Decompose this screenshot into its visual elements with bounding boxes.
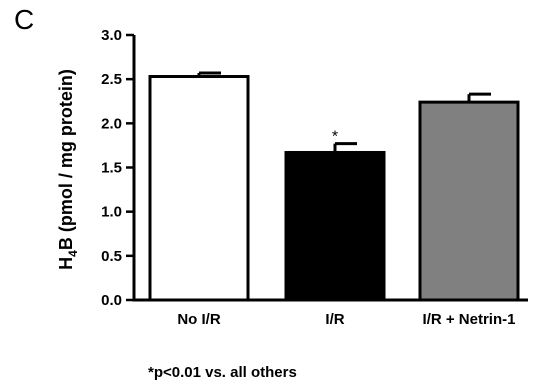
x-category-label: I/R + Netrin-1	[423, 311, 516, 328]
panel-letter: C	[14, 4, 35, 35]
bar	[418, 100, 520, 302]
bar	[148, 75, 250, 302]
y-tick-label: 0.0	[101, 292, 122, 309]
chart-labels: 0.0 0.5 1.0 1.5 2.0 2.5 3.0 No I/R I/R * I/R + Net…	[101, 27, 515, 328]
footnote: *p<0.01 vs. all others	[148, 364, 297, 381]
y-tick-label: 0.5	[101, 248, 122, 265]
y-tick-label: 2.0	[101, 115, 122, 132]
y-tick-label: 2.5	[101, 71, 122, 88]
chart-bars	[148, 71, 520, 302]
y-tick-label: 1.0	[101, 204, 122, 221]
y-axis-title: H4B (pmol / mg protein)	[56, 69, 80, 270]
significance-marker: *	[332, 129, 338, 146]
y-tick-label: 1.5	[101, 160, 122, 177]
x-category-label: I/R	[325, 311, 344, 328]
bar	[284, 150, 386, 302]
y-tick-label: 3.0	[101, 27, 122, 44]
x-category-label: No I/R	[177, 311, 220, 328]
